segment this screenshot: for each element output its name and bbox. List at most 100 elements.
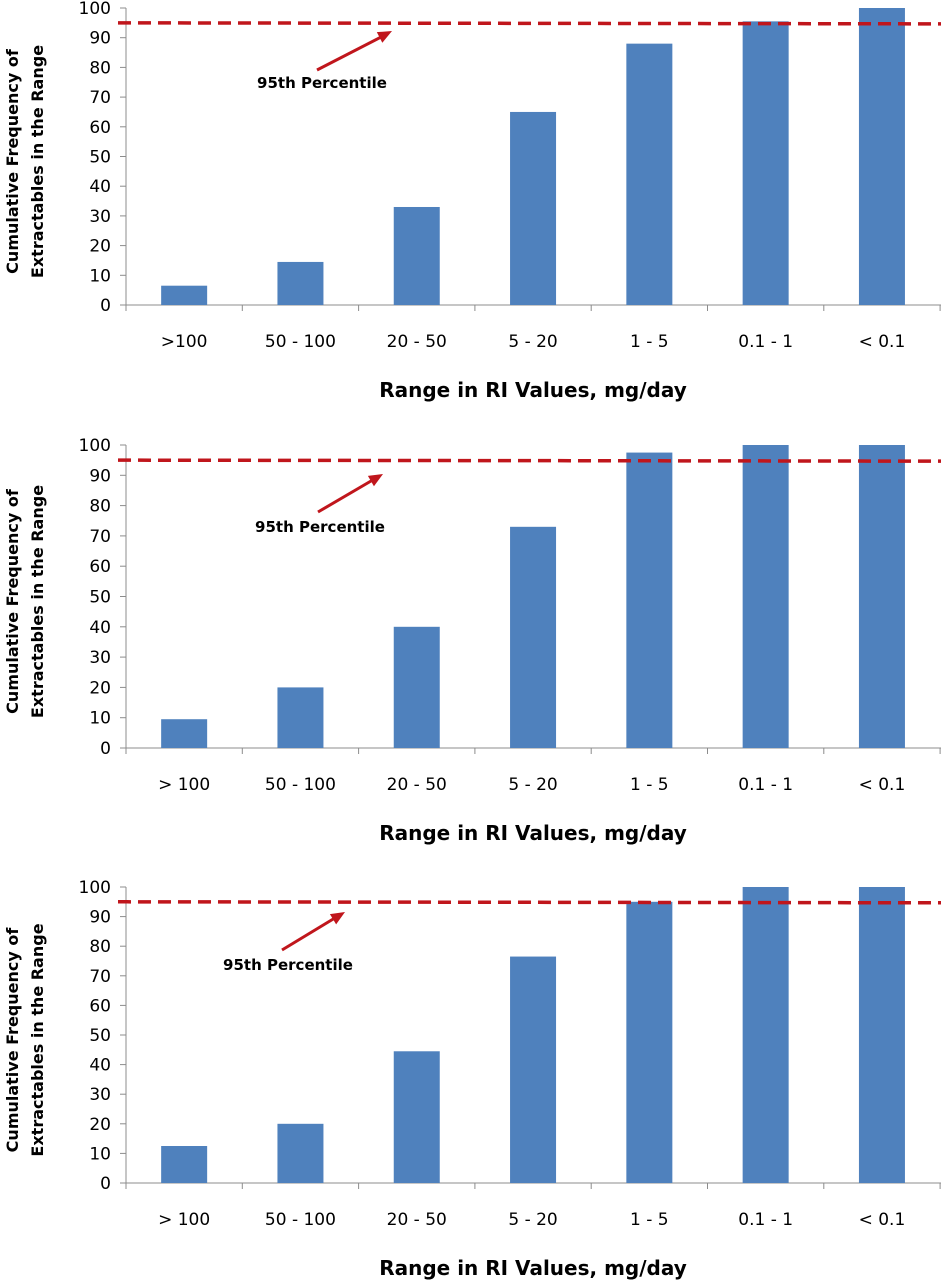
x-axis-title: Range in RI Values, mg/day — [379, 378, 687, 402]
x-axis-title: Range in RI Values, mg/day — [379, 821, 687, 845]
x-category-label: 50 - 100 — [265, 332, 336, 352]
y-axis-title-line-1: Cumulative Frequency of — [3, 927, 22, 1153]
y-tick-label: 0 — [100, 1174, 111, 1194]
chart-panel-2: 0 10 20 30 40 50 60 70 80 90 100 > 100 50 - 100 20 - … — [3, 436, 941, 845]
x-category-label: 0.1 - 1 — [738, 1210, 793, 1230]
y-tick-label: 100 — [79, 436, 111, 456]
y-tick-label: 70 — [89, 967, 111, 987]
x-category-label: 50 - 100 — [265, 1210, 336, 1230]
annotation-label: 95th Percentile — [257, 74, 387, 92]
bar-3 — [393, 1051, 440, 1183]
x-category-label: 1 - 5 — [630, 775, 669, 795]
x-category-label: 1 - 5 — [630, 1210, 669, 1230]
x-category-label: > 100 — [158, 775, 210, 795]
y-tick-label: 20 — [89, 678, 111, 698]
bar-5 — [626, 43, 673, 305]
x-category-label: 0.1 - 1 — [738, 775, 793, 795]
bar-7 — [858, 887, 905, 1183]
annotation-arrow-shaft — [281, 914, 340, 952]
annotation-label: 95th Percentile — [223, 956, 353, 974]
bar-3 — [393, 626, 440, 748]
bar-4 — [510, 111, 557, 305]
y-axis-title-line-2: Extractables in the Range — [28, 923, 47, 1156]
bar-1 — [161, 285, 208, 305]
y-tick-label: 100 — [79, 0, 111, 19]
x-category-label: 5 - 20 — [508, 775, 557, 795]
y-tick-label: 60 — [89, 996, 111, 1016]
chart-panel-1: 0 10 20 30 40 50 60 70 80 90 100 >100 50 - 100 20 - 5… — [3, 0, 941, 402]
bar-4 — [510, 526, 557, 748]
y-tick-label: 0 — [100, 739, 111, 759]
bar-1 — [161, 719, 208, 748]
x-category-label: < 0.1 — [859, 1210, 906, 1230]
annotation-arrow-head — [329, 912, 345, 925]
x-category-label: 20 - 50 — [387, 775, 447, 795]
x-category-label: 1 - 5 — [630, 332, 669, 352]
percentile-reference-line — [117, 21, 941, 26]
bar-4 — [510, 956, 557, 1183]
bar-7 — [858, 445, 905, 748]
y-tick-label: 80 — [89, 937, 111, 957]
y-tick-label: 50 — [89, 148, 111, 168]
y-tick-label: 60 — [89, 118, 111, 138]
annotation-arrow-shaft — [316, 33, 387, 72]
percentile-reference-line — [117, 458, 941, 463]
y-tick-label: 60 — [89, 557, 111, 577]
percentile-reference-line — [117, 900, 941, 905]
bar-3 — [393, 206, 440, 305]
y-axis-title-line-2: Extractables in the Range — [28, 485, 47, 718]
y-tick-label: 50 — [89, 588, 111, 608]
x-category-label: 5 - 20 — [508, 1210, 557, 1230]
x-category-label: >100 — [161, 332, 208, 352]
x-category-label: > 100 — [158, 1210, 210, 1230]
annotation-arrow-shaft — [317, 476, 378, 514]
y-tick-label: 90 — [89, 29, 111, 49]
y-tick-label: 80 — [89, 58, 111, 78]
y-tick-label: 30 — [89, 648, 111, 668]
bar-2 — [277, 1123, 324, 1183]
x-category-label: < 0.1 — [859, 332, 906, 352]
chart-panel-3: 0 10 20 30 40 50 60 70 80 90 100 > 100 50 - 100 20 - … — [3, 878, 941, 1280]
bar-1 — [161, 1146, 208, 1183]
y-tick-label: 30 — [89, 207, 111, 227]
bar-2 — [277, 687, 324, 748]
bar-6 — [742, 445, 789, 748]
y-tick-label: 40 — [89, 618, 111, 638]
y-axis-title-line-1: Cumulative Frequency of — [3, 48, 22, 274]
bar-5 — [626, 901, 673, 1183]
x-category-label: 20 - 50 — [387, 332, 447, 352]
annotation-arrow-head — [376, 31, 392, 43]
y-tick-label: 40 — [89, 177, 111, 197]
bar-5 — [626, 452, 673, 748]
y-tick-label: 70 — [89, 527, 111, 547]
y-tick-label: 10 — [89, 709, 111, 729]
y-axis-title-line-2: Extractables in the Range — [28, 45, 47, 278]
y-tick-label: 90 — [89, 466, 111, 486]
bar-6 — [742, 887, 789, 1183]
y-tick-label: 30 — [89, 1085, 111, 1105]
y-tick-label: 10 — [89, 1144, 111, 1164]
annotation-arrow-head — [367, 474, 383, 487]
y-axis-title-line-1: Cumulative Frequency of — [3, 488, 22, 714]
bar-2 — [277, 261, 324, 305]
y-tick-label: 20 — [89, 237, 111, 257]
y-tick-label: 100 — [79, 878, 111, 898]
bar-7 — [858, 8, 905, 305]
annotation-label: 95th Percentile — [255, 518, 385, 536]
y-tick-label: 20 — [89, 1115, 111, 1135]
bar-6 — [742, 21, 789, 306]
x-category-label: 0.1 - 1 — [738, 332, 793, 352]
x-axis-title: Range in RI Values, mg/day — [379, 1256, 687, 1280]
x-category-label: 50 - 100 — [265, 775, 336, 795]
y-tick-label: 40 — [89, 1056, 111, 1076]
y-tick-label: 70 — [89, 88, 111, 108]
x-category-label: < 0.1 — [859, 775, 906, 795]
y-tick-label: 10 — [89, 266, 111, 286]
x-category-label: 20 - 50 — [387, 1210, 447, 1230]
y-tick-label: 50 — [89, 1026, 111, 1046]
y-tick-label: 80 — [89, 497, 111, 517]
x-category-label: 5 - 20 — [508, 332, 557, 352]
y-tick-label: 0 — [100, 296, 111, 316]
y-tick-label: 90 — [89, 908, 111, 928]
